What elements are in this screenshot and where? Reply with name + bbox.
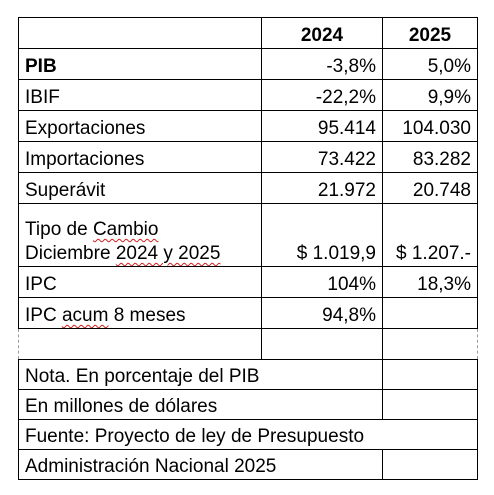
header-year-2024[interactable]: 2024 bbox=[261, 17, 383, 49]
row-label-ipc-acum[interactable]: IPC acum 8 meses bbox=[18, 297, 262, 329]
row-label-importaciones[interactable]: Importaciones bbox=[18, 141, 262, 173]
empty-cell[interactable] bbox=[18, 328, 262, 360]
table-row: Exportaciones 95.414 104.030 bbox=[18, 110, 478, 142]
ipc-acum-2025[interactable] bbox=[382, 297, 478, 329]
table-row: IPC 104% 18,3% bbox=[18, 266, 478, 298]
row-label-exportaciones[interactable]: Exportaciones bbox=[18, 110, 262, 142]
label-text: Diciembre bbox=[25, 243, 116, 264]
label-text: Tipo de bbox=[25, 219, 93, 240]
exportaciones-2024[interactable]: 95.414 bbox=[261, 110, 383, 142]
row-label-superavit[interactable]: Superávit bbox=[18, 172, 262, 204]
table-row: IBIF -22,2% 9,9% bbox=[18, 79, 478, 111]
table-row: PIB -3,8% 5,0% bbox=[18, 48, 478, 80]
spellcheck-word: 2024 y 2025 bbox=[115, 243, 221, 264]
label-text: IPC bbox=[25, 305, 62, 326]
empty-cell[interactable] bbox=[261, 328, 383, 360]
empty-cell[interactable] bbox=[382, 328, 478, 360]
row-label-ipc[interactable]: IPC bbox=[18, 266, 262, 298]
ipc-acum-2024[interactable]: 94,8% bbox=[261, 297, 383, 329]
note-administracion[interactable]: Administración Nacional 2025 bbox=[18, 449, 383, 480]
note-row: Nota. En porcentaje del PIB bbox=[18, 359, 478, 390]
table-row: Tipo de Cambio Diciembre 2024 y 2025 $ 1.… bbox=[18, 203, 478, 267]
tipo-de-cambio-2025[interactable]: $ 1.207.- bbox=[382, 203, 478, 267]
empty-cell[interactable] bbox=[382, 359, 478, 390]
row-label-pib[interactable]: PIB bbox=[18, 48, 262, 80]
pib-2025[interactable]: 5,0% bbox=[382, 48, 478, 80]
exportaciones-2025[interactable]: 104.030 bbox=[382, 110, 478, 142]
note-fuente[interactable]: Fuente: Proyecto de ley de Presupuesto bbox=[18, 419, 478, 450]
note-millones-dolares[interactable]: En millones de dólares bbox=[18, 389, 383, 420]
ibif-2024[interactable]: -22,2% bbox=[261, 79, 383, 111]
ipc-2025[interactable]: 18,3% bbox=[382, 266, 478, 298]
note-row: En millones de dólares bbox=[18, 389, 478, 420]
importaciones-2024[interactable]: 73.422 bbox=[261, 141, 383, 173]
header-label-cell[interactable] bbox=[18, 17, 262, 49]
label-text: 8 meses bbox=[108, 305, 186, 326]
row-label-tipo-de-cambio[interactable]: Tipo de Cambio Diciembre 2024 y 2025 bbox=[18, 203, 262, 267]
ipc-2024[interactable]: 104% bbox=[261, 266, 383, 298]
spellcheck-word: Cambio bbox=[92, 219, 159, 240]
superavit-2024[interactable]: 21.972 bbox=[261, 172, 383, 204]
empty-cell[interactable] bbox=[382, 389, 478, 420]
note-row: Fuente: Proyecto de ley de Presupuesto bbox=[18, 419, 478, 450]
spellcheck-word: acum bbox=[61, 305, 109, 326]
header-year-2025[interactable]: 2025 bbox=[382, 17, 478, 49]
table-row: Importaciones 73.422 83.282 bbox=[18, 141, 478, 173]
ibif-2025[interactable]: 9,9% bbox=[382, 79, 478, 111]
table-row: Superávit 21.972 20.748 bbox=[18, 172, 478, 204]
header-row: 2024 2025 bbox=[18, 17, 478, 49]
empty-cell[interactable] bbox=[382, 449, 478, 480]
pib-2024[interactable]: -3,8% bbox=[261, 48, 383, 80]
superavit-2025[interactable]: 20.748 bbox=[382, 172, 478, 204]
note-row: Administración Nacional 2025 bbox=[18, 449, 478, 480]
empty-row bbox=[18, 328, 478, 360]
table-row: IPC acum 8 meses 94,8% bbox=[18, 297, 478, 329]
importaciones-2025[interactable]: 83.282 bbox=[382, 141, 478, 173]
note-porcentaje-pib[interactable]: Nota. En porcentaje del PIB bbox=[18, 359, 383, 390]
spreadsheet-table-container: 2024 2025 PIB -3,8% 5,0% IBIF -22,2% 9,9… bbox=[18, 17, 478, 480]
row-label-ibif[interactable]: IBIF bbox=[18, 79, 262, 111]
economic-indicators-table: 2024 2025 PIB -3,8% 5,0% IBIF -22,2% 9,9… bbox=[18, 17, 478, 480]
tipo-de-cambio-2024[interactable]: $ 1.019,9 bbox=[261, 203, 383, 267]
